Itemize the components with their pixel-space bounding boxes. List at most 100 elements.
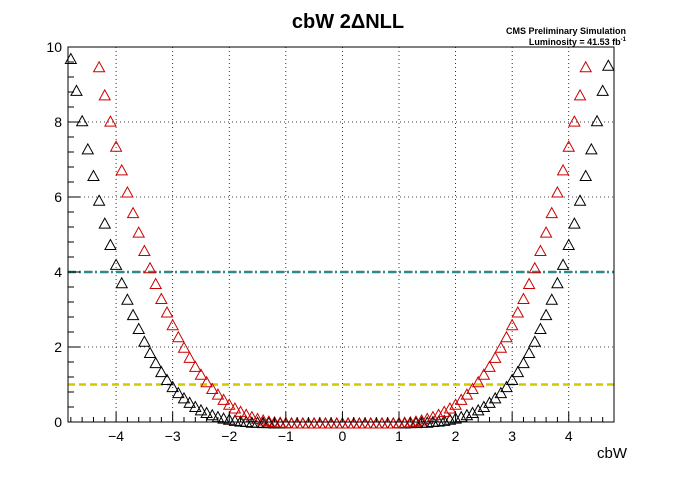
data-point: [511, 365, 525, 378]
data-point: [81, 142, 95, 155]
data-point: [115, 163, 129, 176]
data-point: [92, 60, 106, 73]
data-point: [121, 293, 134, 305]
data-point: [138, 244, 151, 256]
y-tick-label: 6: [54, 189, 62, 205]
data-point: [437, 405, 451, 417]
data-point: [466, 406, 479, 418]
data-point: [155, 365, 168, 378]
data-point: [92, 194, 106, 206]
data-point: [205, 382, 219, 394]
data-point: [545, 293, 559, 305]
data-point: [522, 277, 536, 289]
data-point: [432, 408, 445, 420]
annotation-line1: CMS Preliminary Simulation: [506, 26, 626, 36]
x-axis-label: cbW: [597, 445, 628, 462]
data-point: [562, 140, 576, 152]
data-point: [528, 335, 542, 347]
data-point: [568, 115, 581, 127]
data-point: [217, 393, 230, 405]
data-point: [126, 308, 140, 321]
chart-title: cbW 2ΔNLL: [292, 11, 404, 33]
data-point: [477, 400, 491, 412]
data-point: [256, 413, 270, 426]
data-point: [517, 356, 530, 369]
data-point: [121, 185, 134, 198]
data-point: [166, 380, 180, 393]
data-point: [511, 305, 525, 318]
data-point: [234, 405, 247, 417]
data-point: [155, 292, 168, 304]
data-point: [596, 84, 610, 96]
data-point: [251, 412, 264, 424]
axis-layer: −4 −3 −2 −1 0 1 2 3 4 0 2 4 6 8 10: [46, 39, 615, 444]
data-point: [556, 258, 570, 270]
data-point: [534, 244, 547, 256]
data-point: [149, 356, 163, 369]
data-point: [562, 238, 576, 250]
data-point: [539, 226, 553, 238]
reference-lines: [68, 270, 614, 386]
x-tick-label: −1: [278, 428, 294, 444]
data-point: [556, 163, 570, 176]
data-point: [166, 318, 180, 331]
data-point: [539, 308, 553, 321]
x-tick-label: 0: [339, 428, 347, 444]
data-point: [494, 386, 508, 399]
data-point: [471, 403, 485, 416]
data-point: [471, 375, 485, 388]
data-point: [171, 330, 185, 343]
data-point: [188, 360, 202, 372]
data-point: [500, 330, 513, 343]
x-tick-label: 2: [452, 428, 460, 444]
data-point: [205, 408, 219, 421]
data-point: [573, 194, 587, 206]
data-point: [143, 261, 157, 274]
data-point: [517, 292, 530, 304]
data-point: [483, 360, 496, 372]
data-point: [211, 388, 225, 400]
data-point: [183, 396, 196, 408]
data-point: [98, 88, 112, 101]
data-point: [87, 169, 100, 181]
data-point: [75, 114, 89, 127]
data-point: [194, 403, 208, 416]
data-point: [177, 341, 191, 353]
data-point: [171, 386, 185, 399]
data-point: [477, 368, 491, 380]
data-point: [505, 318, 519, 331]
data-point: [443, 401, 457, 414]
y-tick-label: 4: [54, 264, 62, 280]
data-point: [528, 261, 542, 274]
data-point: [420, 412, 434, 424]
data-point: [228, 401, 242, 414]
data-point: [494, 341, 508, 353]
x-tick-label: 1: [395, 428, 403, 444]
data-point: [98, 217, 112, 229]
data-point: [579, 60, 593, 73]
annotation-luminosity: Luminosity = 41.53 fb: [529, 37, 621, 47]
data-point: [109, 258, 123, 270]
data-point: [222, 413, 236, 425]
data-point: [217, 412, 230, 424]
data-point: [449, 412, 462, 424]
data-point: [500, 380, 513, 393]
data-point: [194, 368, 208, 380]
data-point: [149, 277, 163, 289]
data-point: [466, 382, 479, 394]
data-point: [488, 351, 502, 363]
y-tick-label: 8: [54, 114, 62, 130]
data-point: [188, 400, 202, 412]
data-point: [239, 408, 253, 420]
x-tick-label: −2: [221, 428, 237, 444]
data-point: [109, 140, 123, 152]
data-point: [505, 373, 519, 385]
data-point: [545, 206, 559, 219]
annotation-luminosity-unit-exponent: -1: [621, 37, 627, 43]
data-point: [573, 88, 587, 101]
data-point: [132, 322, 146, 334]
data-point: [183, 351, 196, 363]
data-point: [579, 169, 593, 181]
data-point: [104, 115, 117, 127]
